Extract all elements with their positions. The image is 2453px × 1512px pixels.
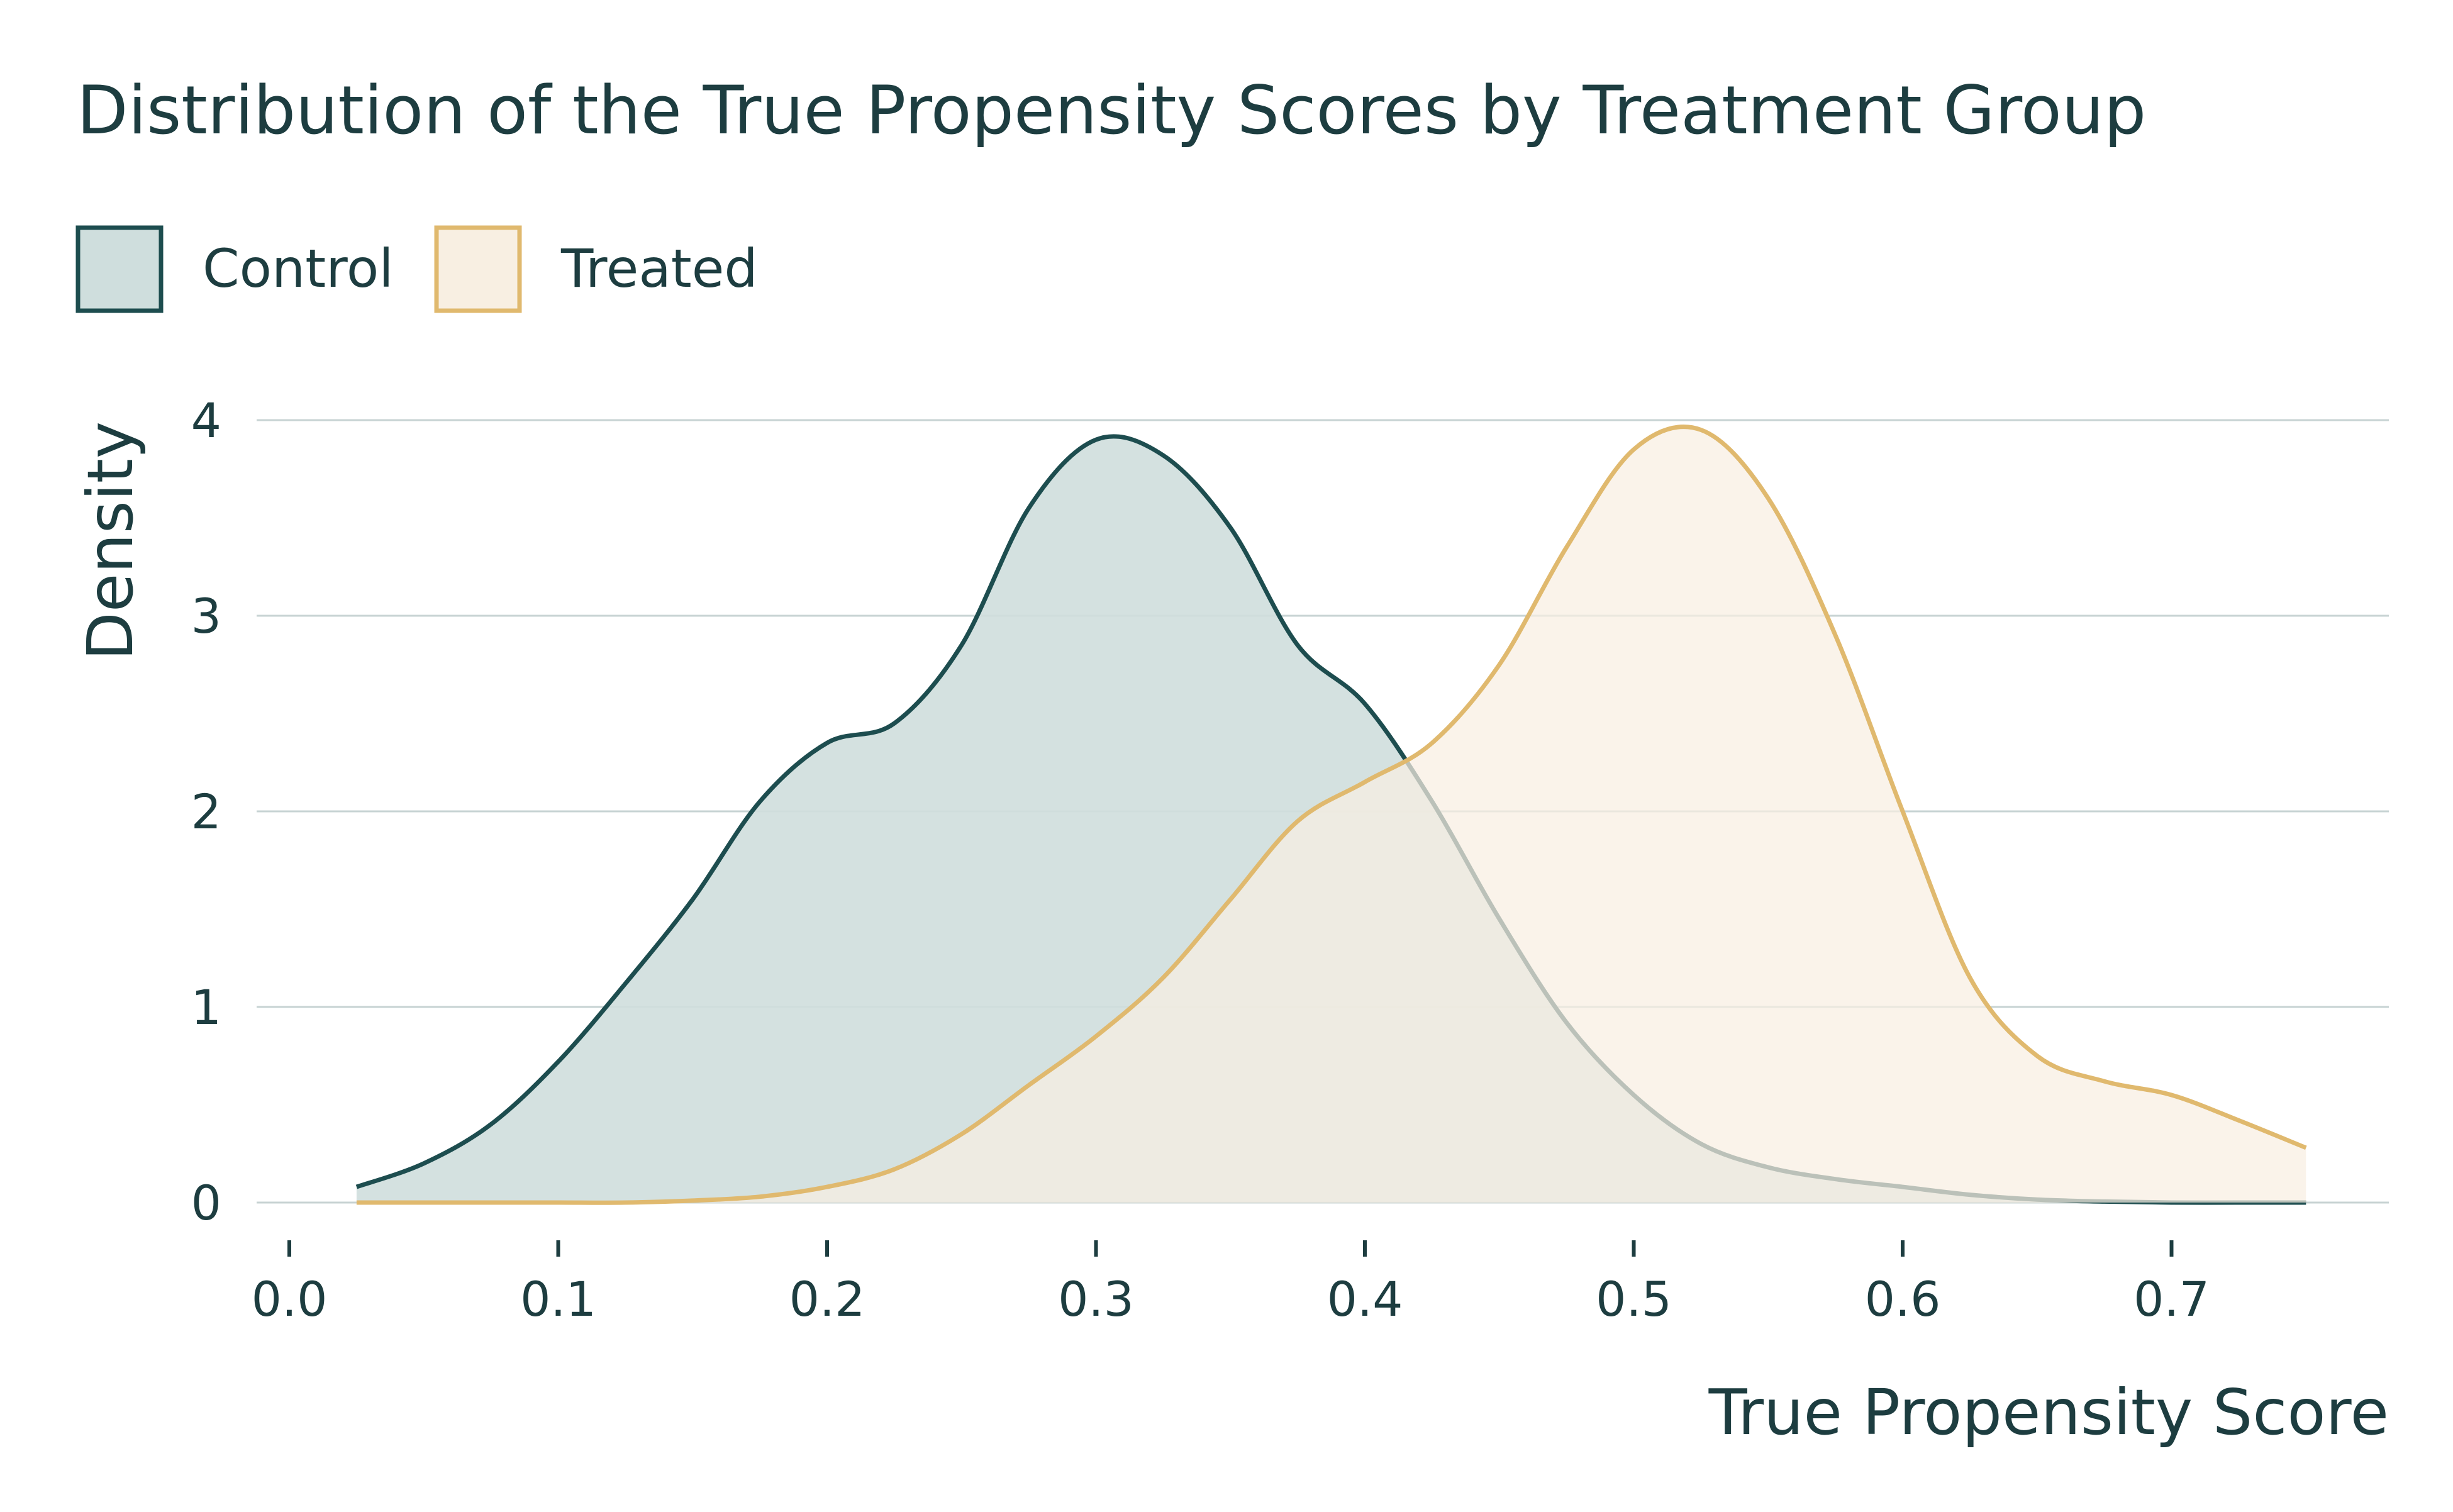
x-tick-label: 0.1 [520, 1271, 596, 1327]
density-area-treated [356, 426, 2306, 1203]
y-axis-title: Density [74, 421, 147, 660]
legend-label-control: Control [203, 238, 394, 299]
y-tick-label: 4 [191, 392, 221, 448]
chart-title: Distribution of the True Propensity Scor… [77, 72, 2146, 149]
y-tick-label: 1 [191, 979, 221, 1035]
x-tick-label: 0.4 [1327, 1271, 1403, 1327]
legend-swatch-control [75, 225, 164, 313]
density-line-treated [356, 425, 2307, 1205]
y-tick-labels: 0 1 2 3 4 [191, 392, 221, 1231]
x-axis: 0.0 0.1 0.2 0.3 0.4 0.5 0.6 0.7 [252, 1240, 2210, 1327]
x-tick-label: 0.0 [252, 1271, 328, 1327]
legend: Control Treated [75, 225, 758, 313]
legend-label-treated: Treated [560, 238, 758, 299]
legend-item-control[interactable]: Control [75, 225, 394, 313]
legend-item-treated[interactable]: Treated [434, 225, 758, 313]
series-layer [355, 425, 2307, 1205]
x-tick-label: 0.7 [2133, 1271, 2210, 1327]
y-tick-label: 2 [191, 784, 221, 840]
y-tick-label: 0 [191, 1175, 221, 1231]
x-axis-title: True Propensity Score [1708, 1376, 2389, 1449]
legend-swatch-treated [434, 225, 522, 313]
x-tick-label: 0.5 [1596, 1271, 1672, 1327]
x-tick-label: 0.2 [789, 1271, 865, 1327]
x-tick-label: 0.3 [1058, 1271, 1134, 1327]
y-tick-label: 3 [191, 588, 221, 644]
x-tick-label: 0.6 [1865, 1271, 1941, 1327]
